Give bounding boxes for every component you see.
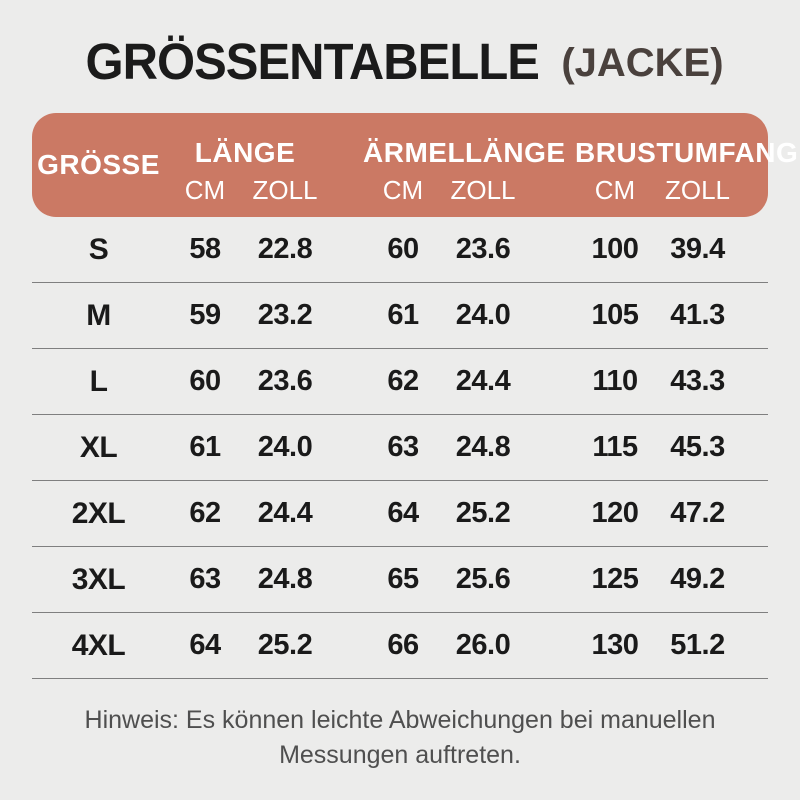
- table-row: XL 61 24.0 63 24.8 115 45.3: [32, 415, 768, 481]
- unit-header-aermel-zoll: ZOLL: [450, 175, 516, 205]
- cell-laenge-cm: 59: [189, 299, 221, 331]
- page-title-suffix: (JACKE): [561, 41, 724, 85]
- table-row: L 60 23.6 62 24.4 110 43.3: [32, 349, 768, 415]
- cell-size: XL: [79, 430, 118, 464]
- size-table: GRÖSSE LÄNGE ÄRMELLÄNGE BRUSTUMFANG CM Z…: [32, 113, 799, 679]
- cell-brust-zoll: 41.3: [670, 299, 725, 331]
- cell-laenge-cm: 62: [189, 497, 221, 529]
- cell-laenge-cm: 58: [189, 233, 221, 265]
- table-body: S 58 22.8 60 23.6 100 39.4 M 59 23.2 61 24.0 105 41.3…: [32, 217, 768, 679]
- cell-aermel-zoll: 24.8: [455, 431, 511, 463]
- cell-brust-zoll: 43.3: [670, 365, 725, 397]
- cell-laenge-zoll: 23.2: [257, 299, 313, 331]
- cell-brust-zoll: 39.4: [670, 233, 725, 265]
- column-group-aermellaenge: ÄRMELLÄNGE: [363, 137, 566, 168]
- cell-aermel-cm: 63: [387, 431, 419, 463]
- page-title: GRÖSSENTABELLE (JACKE): [0, 0, 800, 91]
- table-row: S 58 22.8 60 23.6 100 39.4: [32, 217, 768, 283]
- table-header: GRÖSSE LÄNGE ÄRMELLÄNGE BRUSTUMFANG CM Z…: [32, 113, 799, 217]
- cell-laenge-cm: 64: [189, 629, 221, 661]
- cell-laenge-zoll: 24.0: [257, 431, 313, 463]
- cell-aermel-cm: 62: [387, 365, 419, 397]
- cell-laenge-cm: 63: [189, 563, 221, 595]
- unit-header-brust-zoll: ZOLL: [664, 175, 731, 205]
- unit-header-laenge-zoll: ZOLL: [252, 175, 318, 205]
- column-group-brustumfang: BRUSTUMFANG: [575, 137, 799, 168]
- table-row: M 59 23.2 61 24.0 105 41.3: [32, 283, 768, 349]
- cell-aermel-cm: 61: [387, 299, 419, 331]
- cell-aermel-cm: 64: [387, 497, 419, 529]
- cell-aermel-zoll: 23.6: [455, 233, 511, 265]
- cell-aermel-zoll: 25.2: [455, 497, 511, 529]
- table-row: 3XL 63 24.8 65 25.6 125 49.2: [32, 547, 768, 613]
- cell-laenge-cm: 60: [189, 365, 221, 397]
- cell-laenge-zoll: 24.8: [257, 563, 313, 595]
- cell-aermel-cm: 66: [387, 629, 419, 661]
- cell-aermel-zoll: 26.0: [455, 629, 511, 661]
- cell-brust-cm: 115: [592, 431, 638, 463]
- cell-aermel-zoll: 24.0: [455, 299, 511, 331]
- cell-size: S: [88, 232, 109, 266]
- unit-header-laenge-cm: CM: [184, 175, 226, 205]
- footer-note: Hinweis: Es können leichte Abweichungen …: [84, 706, 716, 769]
- cell-aermel-zoll: 25.6: [455, 563, 511, 595]
- column-group-laenge: LÄNGE: [194, 137, 296, 168]
- cell-brust-cm: 125: [591, 563, 639, 595]
- table-row: 2XL 62 24.4 64 25.2 120 47.2: [32, 481, 768, 547]
- cell-brust-cm: 105: [591, 299, 639, 331]
- cell-size: L: [89, 364, 108, 398]
- cell-brust-cm: 130: [591, 629, 639, 661]
- cell-brust-cm: 100: [591, 233, 639, 265]
- cell-brust-cm: 120: [591, 497, 639, 529]
- cell-size: 3XL: [71, 562, 126, 596]
- cell-brust-zoll: 45.3: [670, 431, 725, 463]
- table-row: 4XL 64 25.2 66 26.0 130 51.2: [32, 613, 768, 679]
- cell-aermel-zoll: 24.4: [455, 365, 511, 397]
- cell-laenge-zoll: 23.6: [257, 365, 313, 397]
- cell-laenge-zoll: 24.4: [257, 497, 313, 529]
- cell-laenge-cm: 61: [189, 431, 221, 463]
- cell-brust-zoll: 51.2: [670, 629, 725, 661]
- cell-brust-cm: 110: [592, 365, 638, 397]
- page-title-main: GRÖSSENTABELLE: [85, 33, 540, 90]
- cell-laenge-zoll: 22.8: [257, 233, 313, 265]
- cell-size: 2XL: [71, 496, 126, 530]
- column-header-size: GRÖSSE: [37, 149, 160, 180]
- cell-brust-zoll: 49.2: [670, 563, 725, 595]
- cell-brust-zoll: 47.2: [670, 497, 725, 529]
- cell-aermel-cm: 60: [387, 233, 419, 265]
- cell-size: 4XL: [71, 628, 126, 662]
- cell-laenge-zoll: 25.2: [257, 629, 313, 661]
- unit-header-brust-cm: CM: [594, 175, 636, 205]
- cell-aermel-cm: 65: [387, 563, 419, 595]
- unit-header-aermel-cm: CM: [382, 175, 424, 205]
- cell-size: M: [86, 298, 111, 332]
